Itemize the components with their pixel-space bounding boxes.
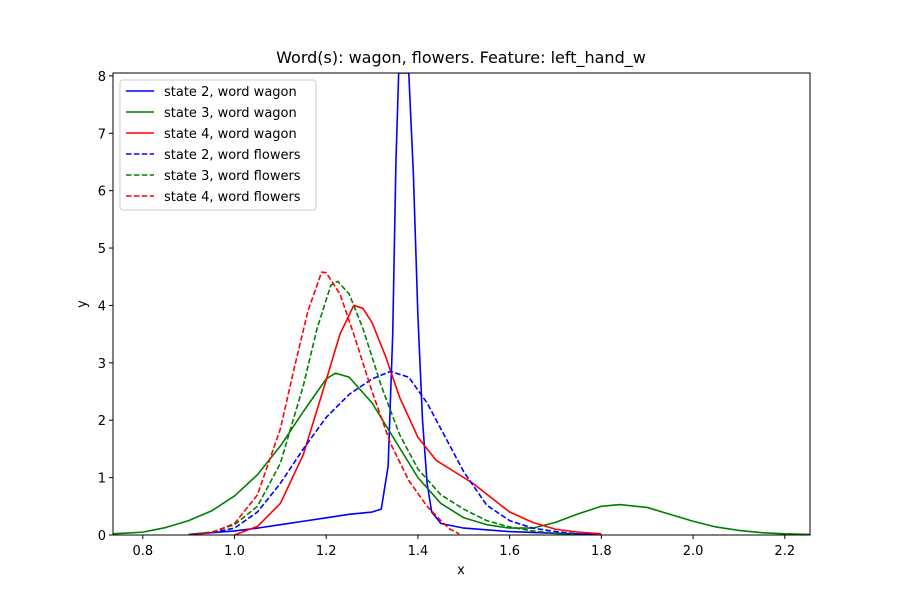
y-tick-label: 3 bbox=[98, 357, 106, 372]
x-axis-label: x bbox=[457, 563, 465, 578]
y-tick-label: 1 bbox=[98, 472, 106, 487]
x-tick-label: 2.2 bbox=[774, 544, 795, 559]
y-tick-label: 7 bbox=[98, 127, 106, 142]
y-tick-label: 0 bbox=[98, 529, 106, 544]
series-line-5 bbox=[188, 280, 579, 535]
series-line-6 bbox=[188, 271, 460, 535]
series-line-2 bbox=[113, 372, 810, 535]
x-tick-label: 2.0 bbox=[683, 544, 704, 559]
y-axis: 0 1 2 3 4 5 6 7 8 bbox=[98, 70, 113, 544]
y-tick-label: 6 bbox=[98, 185, 106, 200]
x-tick-label: 1.6 bbox=[499, 544, 520, 559]
legend-label: state 2, word flowers bbox=[164, 148, 301, 163]
legend-label: state 2, word wagon bbox=[164, 85, 297, 100]
y-tick-label: 5 bbox=[98, 242, 106, 257]
x-tick-label: 1.4 bbox=[408, 544, 429, 559]
y-tick-label: 4 bbox=[98, 299, 106, 314]
y-tick-label: 2 bbox=[98, 414, 106, 429]
legend-label: state 3, word wagon bbox=[164, 106, 297, 121]
chart-title: Word(s): wagon, flowers. Feature: left_h… bbox=[276, 48, 646, 68]
x-tick-label: 0.8 bbox=[132, 544, 153, 559]
legend-label: state 3, word flowers bbox=[164, 169, 301, 184]
x-tick-label: 1.8 bbox=[591, 544, 612, 559]
legend: state 2, word wagon state 3, word wagon st… bbox=[119, 79, 317, 211]
y-tick-label: 8 bbox=[98, 70, 106, 85]
plot-lines bbox=[113, 73, 810, 535]
legend-label: state 4, word wagon bbox=[164, 127, 297, 142]
series-line-3 bbox=[234, 304, 602, 535]
x-axis: 0.8 1.0 1.2 1.4 1.6 1.8 2.0 2.2 bbox=[132, 535, 795, 559]
legend-label: state 4, word flowers bbox=[164, 190, 301, 205]
x-tick-label: 1.2 bbox=[316, 544, 337, 559]
legend-box bbox=[119, 79, 317, 211]
series-line-4 bbox=[188, 370, 579, 535]
plot-frame bbox=[112, 72, 811, 536]
y-axis-label: y bbox=[75, 300, 90, 308]
x-tick-label: 1.0 bbox=[224, 544, 245, 559]
